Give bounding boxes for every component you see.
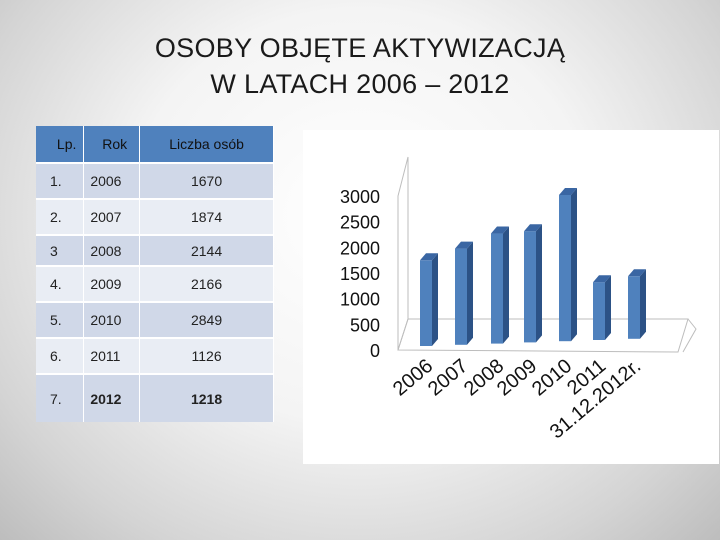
title-line-1: OSOBY OBJĘTE AKTYWIZACJĄ: [154, 33, 566, 63]
page-title: OSOBY OBJĘTE AKTYWIZACJĄ W LATACH 2006 –…: [60, 30, 660, 102]
table-row: 6. 2011 1126: [36, 337, 274, 374]
bar-side: [432, 253, 438, 346]
cell-lp: 5.: [36, 301, 85, 338]
bar-top: [491, 226, 509, 234]
cell-lp: 2.: [36, 198, 85, 235]
data-table: Lp. Rok Liczba osób 1. 2006 1670 2. 2007…: [36, 126, 274, 422]
cell-rok: 2007: [83, 198, 141, 235]
table-row: 4. 2009 2166: [36, 265, 274, 302]
cell-lp: 4.: [36, 265, 85, 302]
cell-lp: 7.: [36, 373, 85, 422]
table-row: 2. 2007 1874: [36, 198, 274, 235]
bar: [455, 248, 467, 345]
cell-lp: 3: [36, 234, 85, 266]
chart-floor-edge: [682, 318, 697, 353]
bar: [491, 233, 503, 344]
cell-liczba: 2849: [139, 301, 274, 338]
bar-side: [640, 269, 646, 339]
header-liczba-osob: Liczba osób: [139, 126, 274, 163]
table-row: 5. 2010 2849: [36, 301, 274, 338]
bar-top: [455, 241, 473, 249]
cell-liczba: 2166: [139, 265, 274, 302]
table-row: 1. 2006 1670: [36, 162, 274, 199]
bar-top: [593, 275, 611, 283]
bar: [420, 260, 432, 346]
cell-rok: 2010: [83, 301, 141, 338]
bar-side: [467, 241, 473, 345]
bar-side: [571, 187, 577, 342]
bar-top: [559, 187, 577, 195]
cell-liczba: 1874: [139, 198, 274, 235]
bar: [524, 231, 536, 343]
y-tick-label: 3000: [340, 187, 380, 207]
y-tick-label: 1000: [340, 290, 380, 310]
cell-rok: 2008: [83, 234, 141, 266]
cell-rok: 2012: [83, 373, 141, 422]
header-lp: Lp.: [36, 126, 85, 163]
y-tick-label: 2000: [340, 238, 380, 258]
chart-side-wall: [397, 156, 409, 351]
bar-side: [605, 275, 611, 340]
bar-top: [524, 224, 542, 232]
cell-liczba: 1218: [139, 373, 274, 422]
cell-rok: 2006: [83, 162, 141, 199]
y-tick-label: 2500: [340, 213, 380, 233]
bar: [559, 194, 571, 342]
table-row: 3 2008 2144: [36, 234, 274, 266]
cell-lp: 6.: [36, 337, 85, 374]
header-rok: Rok: [83, 126, 141, 163]
y-tick-label: 500: [350, 315, 380, 335]
y-tick-label: 1500: [340, 264, 380, 284]
cell-rok: 2009: [83, 265, 141, 302]
table-header-row: Lp. Rok Liczba osób: [36, 126, 274, 163]
table-row: 7. 2012 1218: [36, 373, 274, 422]
title-line-2: W LATACH 2006 – 2012: [210, 69, 510, 99]
chart-panel: 0 500 1000 1500 2000 2500 3000 2006 2007 2008 2009…: [303, 130, 719, 464]
x-tick-label: 2007: [424, 355, 472, 400]
bar-top: [628, 269, 646, 277]
cell-rok: 2011: [83, 337, 141, 374]
cell-liczba: 1126: [139, 337, 274, 374]
bar-chart: 0500100015002000250030002006200720082009…: [340, 156, 697, 443]
cell-lp: 1.: [36, 162, 85, 199]
bar: [628, 276, 640, 339]
bar-side: [536, 224, 542, 343]
cell-liczba: 2144: [139, 234, 274, 266]
bar: [593, 282, 605, 340]
y-tick-label: 0: [370, 341, 380, 361]
cell-liczba: 1670: [139, 162, 274, 199]
bar-top: [420, 253, 438, 261]
bar-side: [503, 226, 509, 344]
